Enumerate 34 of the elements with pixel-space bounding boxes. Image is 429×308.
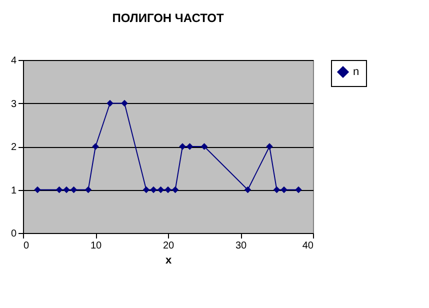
point — [92, 143, 99, 150]
point — [56, 186, 63, 194]
point — [70, 186, 78, 194]
y-tick-label: 3 — [10, 98, 17, 110]
point — [273, 186, 280, 194]
point — [244, 186, 252, 194]
point — [121, 100, 128, 107]
x-tick-label: 10 — [90, 240, 102, 252]
point — [34, 186, 41, 194]
y-tick-label: 1 — [10, 185, 17, 196]
x-tick-label: 40 — [302, 240, 314, 252]
y-tick-label: 2 — [10, 142, 17, 153]
point — [186, 143, 194, 150]
y-tick-label: 4 — [10, 56, 17, 66]
point — [164, 186, 172, 194]
point — [157, 186, 164, 194]
point — [266, 143, 273, 150]
chart-title: ПОЛИГОН ЧАСТОТ — [112, 11, 224, 25]
point — [106, 100, 114, 107]
point — [280, 186, 288, 194]
x-axis-title: x — [165, 254, 172, 266]
point — [295, 186, 302, 194]
y-tick-label: 0 — [10, 228, 17, 240]
point — [179, 143, 186, 150]
x-tick-label: 30 — [235, 240, 247, 252]
point — [63, 186, 70, 194]
point — [142, 186, 150, 194]
point — [150, 186, 157, 194]
x-tick-label: 0 — [24, 240, 30, 252]
point — [84, 186, 92, 194]
point — [172, 186, 179, 194]
legend-label: n — [353, 66, 360, 78]
point — [200, 143, 208, 150]
x-tick-label: 20 — [162, 240, 174, 252]
